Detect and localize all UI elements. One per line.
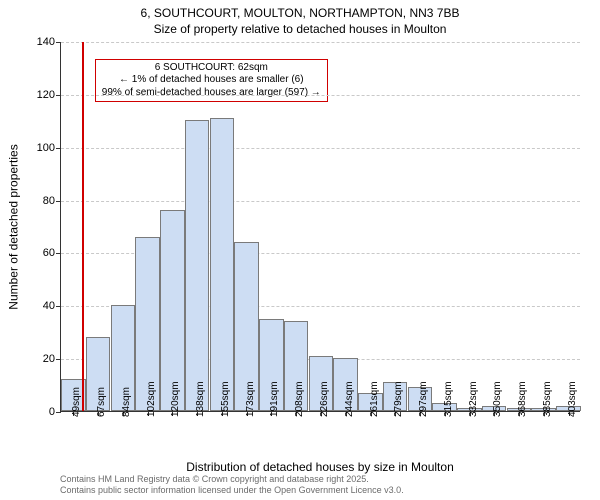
chart-title-line2: Size of property relative to detached ho… (0, 22, 600, 36)
ytick-label: 80 (43, 195, 61, 207)
property-marker-line (82, 42, 84, 411)
xtick-label: 173sqm (245, 381, 256, 417)
gridline (61, 201, 580, 202)
xtick-label: 102sqm (146, 381, 157, 417)
histogram-bar (185, 120, 210, 411)
gridline (61, 95, 580, 96)
chart-title-line1: 6, SOUTHCOURT, MOULTON, NORTHAMPTON, NN3… (0, 6, 600, 20)
gridline (61, 148, 580, 149)
xtick-label: 49sqm (71, 387, 82, 417)
xtick-label: 120sqm (170, 381, 181, 417)
xtick-label: 191sqm (269, 381, 280, 417)
xtick-label: 279sqm (393, 381, 404, 417)
ytick-label: 20 (43, 353, 61, 365)
ytick-label: 140 (37, 36, 61, 48)
xtick-label: 138sqm (195, 381, 206, 417)
xtick-label: 385sqm (542, 381, 553, 417)
ytick-label: 40 (43, 300, 61, 312)
xtick-label: 208sqm (294, 381, 305, 417)
xtick-label: 368sqm (517, 381, 528, 417)
x-axis-label: Distribution of detached houses by size … (60, 460, 580, 474)
histogram-bar (210, 118, 235, 411)
footer-line2: Contains public sector information licen… (60, 485, 404, 496)
xtick-label: 332sqm (468, 381, 479, 417)
footer-attribution: Contains HM Land Registry data © Crown c… (60, 474, 404, 496)
xtick-label: 84sqm (121, 387, 132, 417)
annotation-line1: 6 SOUTHCOURT: 62sqm (102, 62, 321, 75)
xtick-label: 67sqm (96, 387, 107, 417)
xtick-label: 350sqm (492, 381, 503, 417)
footer-line1: Contains HM Land Registry data © Crown c… (60, 474, 404, 485)
xtick-label: 297sqm (418, 381, 429, 417)
ytick-label: 60 (43, 247, 61, 259)
plot-area: 6 SOUTHCOURT: 62sqm ← 1% of detached hou… (60, 42, 580, 412)
y-axis-label: Number of detached properties (6, 42, 22, 412)
chart-container: 6, SOUTHCOURT, MOULTON, NORTHAMPTON, NN3… (0, 0, 600, 500)
y-axis-label-text: Number of detached properties (7, 144, 21, 309)
xtick-label: 315sqm (443, 381, 454, 417)
annotation-line2: ← 1% of detached houses are smaller (6) (102, 74, 321, 87)
xtick-label: 403sqm (567, 381, 578, 417)
ytick-label: 100 (37, 142, 61, 154)
ytick-label: 0 (49, 406, 61, 418)
xtick-label: 226sqm (319, 381, 330, 417)
xtick-label: 155sqm (220, 381, 231, 417)
ytick-label: 120 (37, 89, 61, 101)
xtick-label: 261sqm (369, 381, 380, 417)
annotation-line3: 99% of semi-detached houses are larger (… (102, 87, 321, 100)
gridline (61, 42, 580, 43)
xtick-label: 244sqm (344, 381, 355, 417)
